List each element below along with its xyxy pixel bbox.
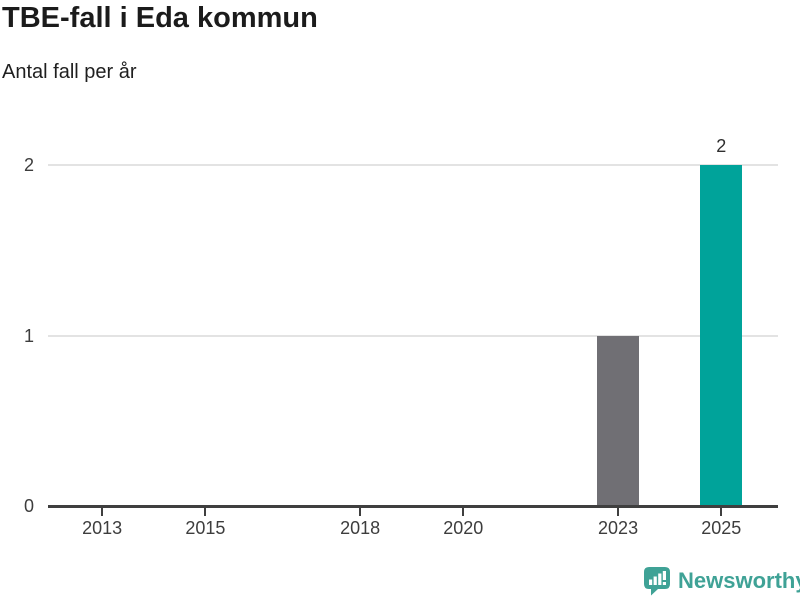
bar-2023 (597, 335, 640, 506)
chart-subtitle: Antal fall per år (2, 61, 137, 83)
newsworthy-logo-icon (643, 566, 671, 596)
bar-value-label: 2 (716, 136, 727, 156)
y-tick-label: 1 (23, 325, 34, 346)
x-tick-label: 2015 (185, 518, 226, 538)
y-tick-label: 0 (23, 496, 34, 516)
x-axis-tick (204, 508, 207, 516)
y-tick-label: 2 (23, 155, 34, 175)
x-axis-tick (617, 508, 620, 516)
x-tick-label: 2018 (340, 518, 381, 538)
x-axis-line (48, 505, 778, 508)
x-axis-tick (359, 508, 362, 516)
x-tick-label: 2020 (443, 518, 484, 538)
bar-2025 (700, 165, 743, 506)
brand-name: Newsworthy (678, 568, 800, 593)
x-tick-label: 2013 (82, 518, 123, 538)
y-gridline (48, 164, 778, 166)
x-axis-tick (462, 508, 465, 516)
x-tick-label: 2023 (598, 518, 639, 538)
brand-footer: Newsworthy (643, 566, 800, 596)
chart-title: TBE-fall i Eda kommun (2, 2, 318, 34)
x-axis-tick (101, 508, 104, 516)
y-gridline (48, 334, 778, 337)
x-tick-label: 2025 (701, 518, 742, 538)
x-axis-tick (720, 508, 723, 516)
